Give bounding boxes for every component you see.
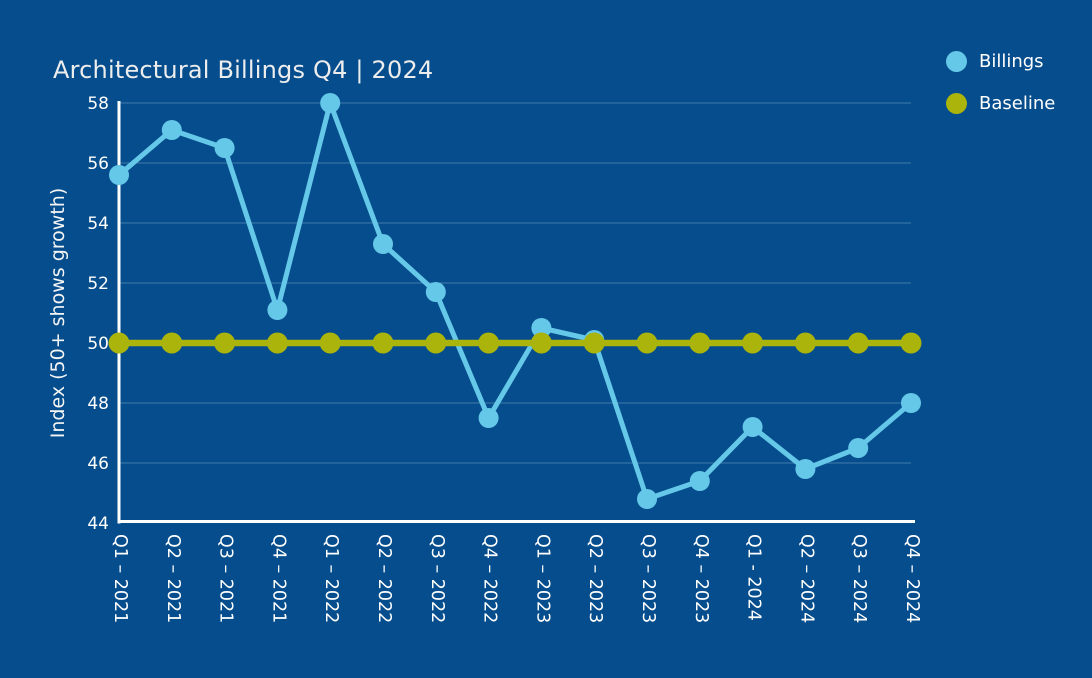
data-point-billings — [848, 438, 869, 458]
y-tick-label: 52 — [87, 274, 109, 294]
x-tick-label: Q1 – 2022 — [321, 534, 341, 623]
data-point-billings — [742, 417, 763, 437]
y-tick-label: 54 — [87, 214, 109, 234]
y-tick-label: 46 — [87, 454, 109, 474]
data-point-billings — [109, 165, 129, 185]
x-tick-label: Q3 – 2024 — [849, 534, 869, 623]
billings-swatch-icon — [946, 51, 967, 72]
legend-label-billings: Billings — [979, 51, 1044, 72]
data-point-billings — [901, 393, 921, 413]
y-tick-label: 44 — [87, 514, 109, 534]
data-point-billings — [267, 300, 288, 320]
x-tick-label: Q2 – 2024 — [796, 534, 816, 623]
x-tick-label: Q1 – 2023 — [532, 534, 552, 623]
y-axis-title: Index (50+ shows growth) — [47, 188, 69, 438]
data-point-baseline — [742, 332, 764, 354]
x-tick-label: Q2 – 2022 — [374, 534, 394, 623]
data-point-baseline — [372, 332, 394, 354]
data-point-baseline — [689, 332, 711, 354]
data-point-billings — [425, 282, 446, 302]
data-point-baseline — [319, 332, 341, 354]
data-point-billings — [320, 93, 341, 113]
data-point-baseline — [266, 332, 288, 354]
data-point-billings — [795, 459, 816, 479]
data-point-baseline — [583, 332, 605, 354]
legend: Billings Baseline — [946, 51, 1055, 114]
x-tick-label: Q4 – 2021 — [268, 534, 288, 623]
x-tick-label: Q2 – 2023 — [585, 534, 605, 623]
legend-item-billings[interactable]: Billings — [946, 51, 1055, 72]
x-tick-label: Q4 – 2022 — [480, 534, 500, 623]
data-point-baseline — [214, 332, 236, 354]
x-tick-label: Q4 – 2024 — [902, 534, 922, 623]
data-point-baseline — [794, 332, 816, 354]
x-tick-label: Q3 – 2023 — [638, 534, 658, 623]
x-tick-label: Q1 - 2024 — [744, 534, 764, 621]
x-tick-label: Q3 – 2022 — [427, 534, 447, 623]
data-point-baseline — [847, 332, 869, 354]
data-point-baseline — [900, 332, 922, 354]
legend-label-baseline: Baseline — [979, 93, 1056, 114]
x-tick-label: Q3 – 2021 — [216, 534, 236, 623]
data-point-billings — [214, 138, 235, 158]
series-line-billings — [116, 100, 914, 502]
data-point-billings — [531, 318, 552, 338]
data-point-billings — [637, 489, 657, 509]
y-tick-label: 56 — [87, 154, 109, 174]
data-point-baseline — [478, 332, 500, 354]
data-point-billings — [478, 408, 499, 428]
data-point-baseline — [161, 332, 183, 354]
x-tick-label: Q2 – 2021 — [163, 534, 183, 623]
data-point-baseline — [425, 332, 447, 354]
data-point-baseline — [108, 332, 130, 354]
data-point-baseline — [530, 332, 552, 354]
data-point-billings — [373, 234, 393, 254]
legend-item-baseline[interactable]: Baseline — [946, 93, 1055, 114]
y-tick-label: 58 — [87, 94, 109, 114]
x-tick-label: Q4 – 2023 — [691, 534, 711, 623]
y-tick-label: 48 — [87, 394, 109, 414]
data-point-billings — [161, 120, 182, 140]
y-tick-label: 50 — [87, 334, 109, 354]
baseline-swatch-icon — [946, 93, 967, 114]
x-tick-label: Q1 – 2021 — [110, 534, 130, 623]
data-point-billings — [689, 471, 710, 491]
data-point-baseline — [636, 332, 658, 354]
chart-title: Architectural Billings Q4 | 2024 — [53, 56, 434, 84]
